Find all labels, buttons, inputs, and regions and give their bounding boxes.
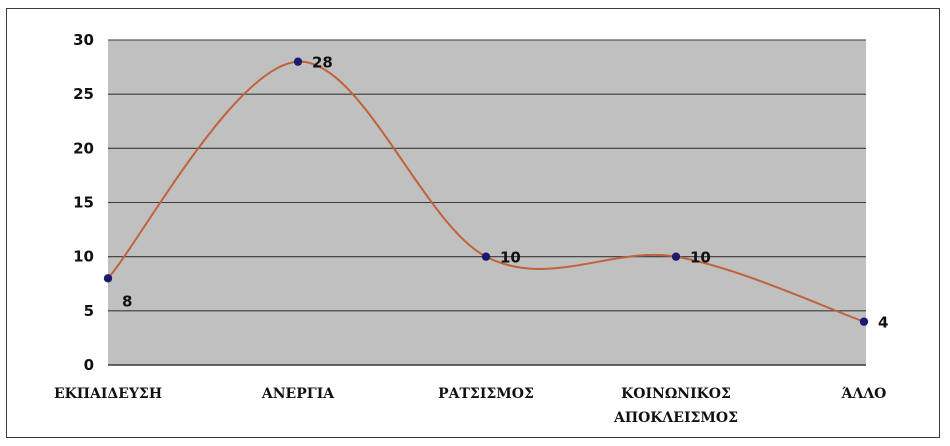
y-tick-label-15: 15 [73, 194, 94, 212]
x-tick-label-2: ΡΑΤΣΙΣΜΟΣ [438, 386, 534, 402]
data-point-1 [293, 57, 303, 66]
y-tick-label-5: 5 [84, 302, 94, 320]
x-tick-label-0: ΕΚΠΑΙΔΕΥΣΗ [54, 386, 162, 402]
x-tick-label-4: ΆΛΛΟ [841, 386, 887, 402]
data-label-4: 4 [878, 314, 888, 332]
y-tick-label-0: 0 [84, 356, 94, 374]
y-axis-ticks: 0 5 10 15 20 25 30 [73, 31, 94, 374]
y-tick-label-25: 25 [73, 85, 94, 103]
x-tick-label-1: ΑΝΕΡΓΙΑ [261, 386, 335, 402]
y-tick-label-30: 30 [73, 31, 94, 49]
data-label-2: 10 [500, 249, 521, 267]
x-tick-label-3-line-0: ΚΟΙΝΩΝΙΚΟΣ [621, 386, 731, 402]
data-label-3: 10 [690, 249, 711, 267]
series-line [107, 60, 865, 323]
x-axis-ticks: ΕΚΠΑΙΔΕΥΣΗ ΑΝΕΡΓΙΑ ΡΑΤΣΙΣΜΟΣ ΚΟΙΝΩΝΙΚΟΣ ΑΠΟΚ… [54, 386, 886, 426]
data-label-1: 28 [312, 54, 333, 72]
data-point-0 [103, 274, 113, 283]
data-point-4 [859, 317, 869, 326]
y-tick-label-10: 10 [73, 248, 94, 266]
data-label-0: 8 [122, 292, 132, 310]
data-labels: 8 28 10 10 4 [122, 54, 888, 332]
y-tick-label-20: 20 [73, 139, 94, 157]
data-point-3 [671, 252, 681, 261]
data-point-2 [481, 252, 491, 261]
x-tick-label-3-line-1: ΑΠΟΚΛΕΙΣΜΟΣ [613, 410, 738, 426]
data-markers [103, 57, 869, 326]
